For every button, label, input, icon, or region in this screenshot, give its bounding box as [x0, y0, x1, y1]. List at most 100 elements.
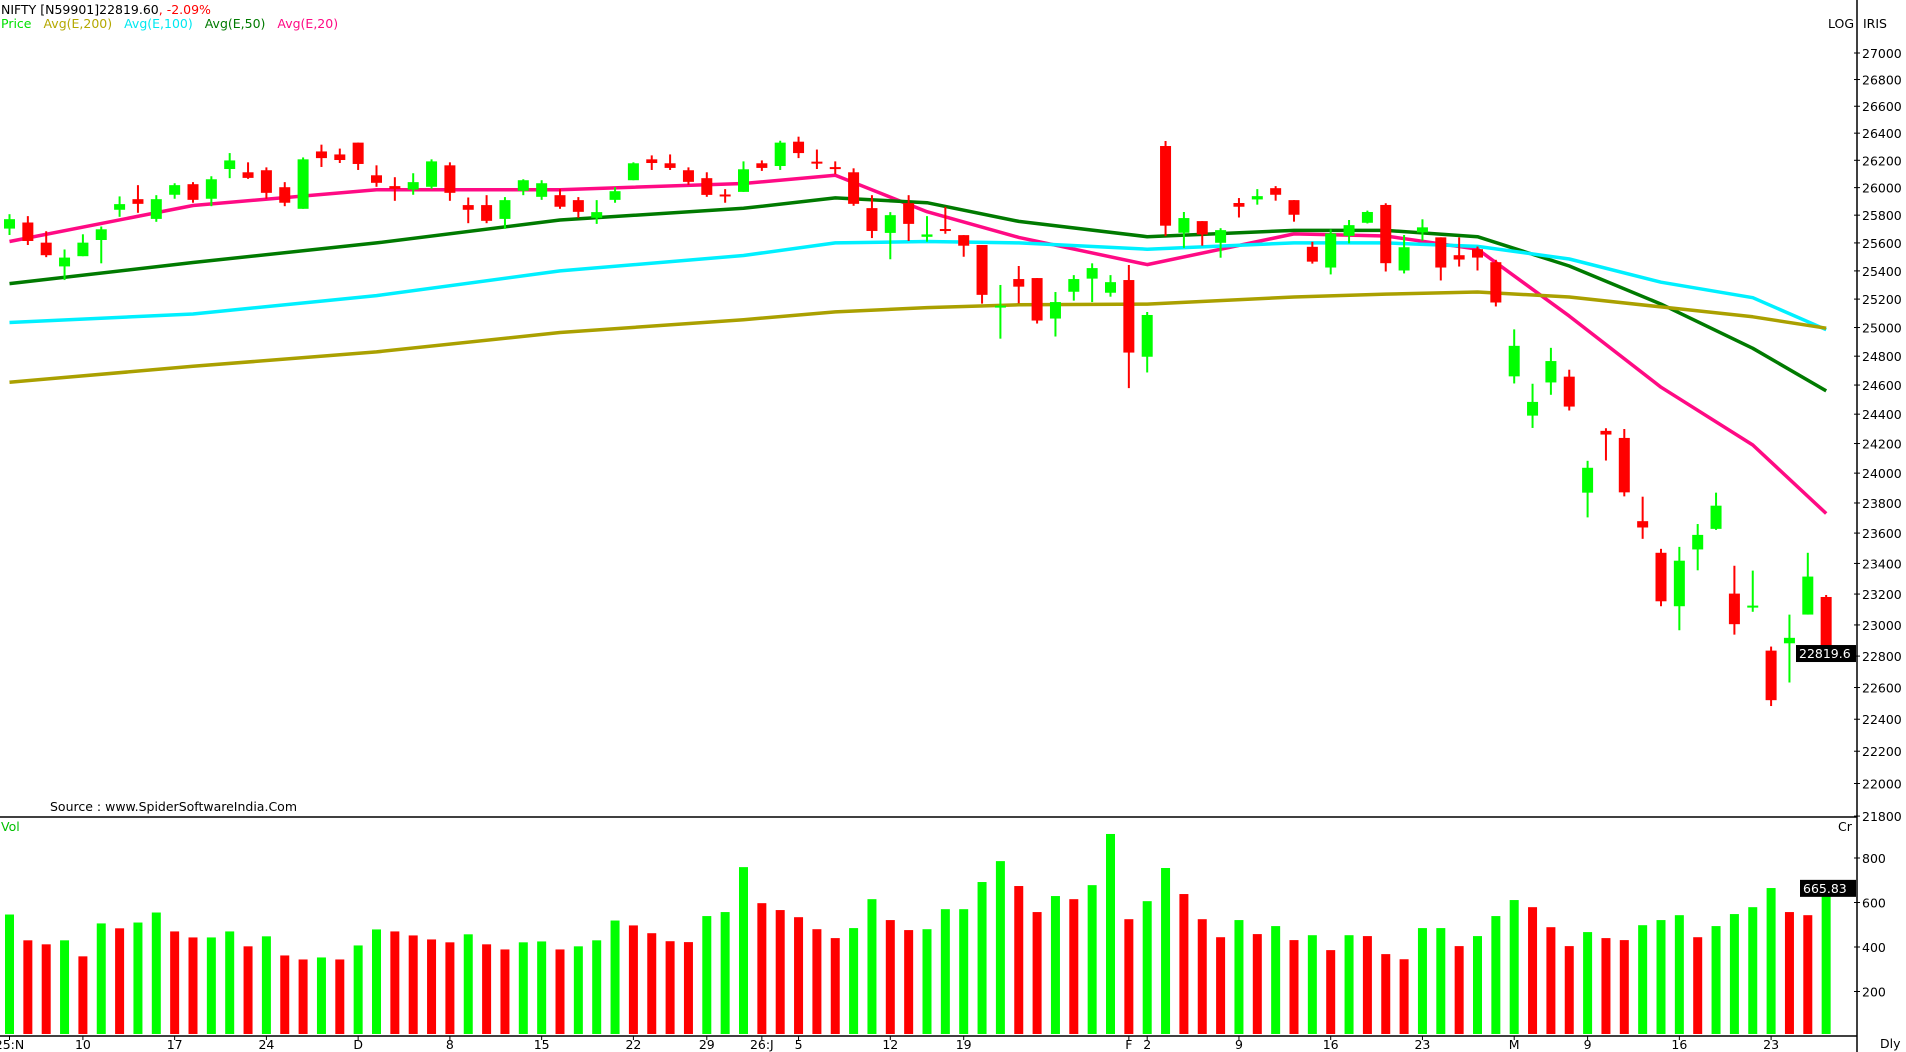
time-tick-label: 23 [1414, 1037, 1430, 1052]
volume-bar [1803, 915, 1813, 1034]
candle [793, 136, 805, 159]
volume-bar [665, 941, 675, 1034]
volume-bar [298, 959, 308, 1034]
volume-bar [1362, 936, 1372, 1034]
legend-ema100[interactable]: Avg(E,100) [124, 16, 193, 31]
candle [719, 189, 731, 203]
candle-body [1637, 521, 1649, 528]
time-tick-label: 22 [625, 1037, 641, 1052]
ma-line-200 [9, 290, 1827, 384]
volume-bar [1619, 940, 1629, 1034]
candle-body [903, 203, 915, 224]
volume-bar [1693, 937, 1703, 1034]
volume-bar [794, 917, 804, 1034]
volume-bar [1161, 868, 1171, 1034]
candle-body [958, 235, 970, 246]
volume-bar [5, 914, 14, 1034]
volume-bar [1784, 912, 1794, 1034]
volume-bar [720, 912, 730, 1034]
candle [1563, 369, 1575, 411]
volume-bar [1216, 937, 1226, 1034]
legend-ema200[interactable]: Avg(E,200) [43, 16, 113, 31]
legend-ema50[interactable]: Avg(E,50) [204, 16, 266, 31]
candle-body [829, 167, 841, 170]
volume-bar [537, 941, 547, 1034]
time-tick-label: D [353, 1037, 363, 1052]
candle [1306, 241, 1318, 264]
candle [1600, 428, 1612, 461]
price-tick-label: 25000 [1862, 321, 1902, 336]
log-scale-toggle[interactable]: LOG [1828, 16, 1854, 31]
volume-bar [1601, 938, 1611, 1034]
time-tick-label: 25:N [0, 1037, 24, 1052]
candle-body [40, 242, 52, 256]
candle [187, 182, 199, 203]
candle-body [1472, 249, 1483, 258]
candle [242, 162, 254, 179]
volume-bar [702, 916, 712, 1034]
candle [903, 195, 915, 241]
candle-body [646, 159, 658, 164]
time-tick-label: 23 [1763, 1037, 1779, 1052]
price-tick-label: 24600 [1862, 378, 1902, 393]
volume-bar [739, 867, 748, 1034]
candle [866, 195, 878, 239]
candle-body [774, 142, 786, 167]
candle-body [1196, 221, 1208, 235]
last-volume-label: 665.83 [1803, 881, 1847, 896]
volume-tick-label: 600 [1862, 896, 1886, 911]
candle-body [371, 175, 382, 183]
candle [1215, 228, 1227, 258]
provider-label: IRIS [1863, 16, 1887, 31]
timeframe-label[interactable]: Dly [1880, 1036, 1901, 1051]
candle-body [1141, 314, 1153, 357]
candle [95, 226, 107, 264]
volume-axis[interactable]: 800 600 400 200 [1854, 851, 1886, 1000]
candle-body [1563, 376, 1575, 407]
candle [664, 154, 676, 170]
candle [114, 196, 126, 217]
time-tick-label: 17 [167, 1037, 183, 1052]
candle [499, 197, 511, 229]
volume-bar [115, 928, 125, 1034]
candle-body [517, 180, 529, 191]
volume-unit-label: Cr [1838, 819, 1853, 834]
candle-body [1783, 637, 1795, 644]
candle-body [1747, 605, 1759, 608]
ma-line-100 [9, 239, 1827, 332]
price-tick-label: 22600 [1862, 681, 1902, 696]
candle-body [1288, 200, 1300, 215]
candle [1160, 141, 1172, 237]
volume-bar [427, 939, 437, 1034]
volume-bar [775, 910, 785, 1034]
price-axis[interactable]: 27000 26800 26600 26400 26200 26000 25800 25600… [1854, 46, 1902, 824]
candle-body [1545, 361, 1557, 383]
symbol-header: NIFTY [N59901]22819.60, -2.09% [1, 2, 219, 17]
time-tick-label: 12 [882, 1037, 898, 1052]
volume-bar [647, 933, 657, 1034]
volume-bar [41, 944, 51, 1034]
legend-ema20[interactable]: Avg(E,20) [277, 16, 339, 31]
legend-price[interactable]: Price [1, 16, 32, 31]
candle-body [132, 199, 144, 204]
volume-bar [849, 928, 859, 1034]
volume-bar [1638, 925, 1648, 1034]
volume-bar [500, 949, 510, 1034]
candle [1545, 347, 1557, 395]
candle-body [169, 185, 181, 195]
volume-bar [1509, 900, 1519, 1034]
candle [976, 245, 988, 304]
last-volume-marker [1800, 879, 1856, 897]
volume-bar [1124, 919, 1134, 1034]
candle-body [1582, 467, 1594, 493]
volume-bar [1656, 920, 1666, 1034]
volume-bar [1821, 887, 1831, 1034]
candle [260, 167, 272, 199]
candle [1802, 552, 1814, 615]
candle-body [4, 219, 15, 229]
candle [1655, 548, 1667, 607]
volume-bar [1307, 935, 1317, 1034]
volume-bar [170, 931, 180, 1034]
